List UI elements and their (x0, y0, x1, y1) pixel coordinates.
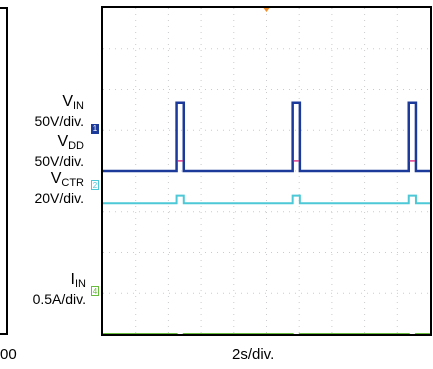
vctr-scale: 20V/div. (34, 190, 84, 206)
vctr-label: VCTR 20V/div. (14, 171, 84, 206)
channel-1-marker: 1 (91, 124, 99, 134)
waveform-plot (103, 8, 430, 356)
vin-label: VIN 50V/div. (14, 94, 84, 129)
iin-scale: 0.5A/div. (32, 291, 86, 307)
vdd-label: VDD 50V/div. (14, 134, 84, 169)
x-axis-label: 2s/div. (232, 346, 275, 363)
oscilloscope-screen (101, 6, 432, 356)
trace-vdd (103, 194, 430, 205)
trigger-marker (263, 8, 270, 12)
channel-2-marker: 2 (91, 180, 99, 190)
vdd-scale: 50V/div. (34, 153, 84, 169)
iin-label: IIN 0.5A/div. (0, 272, 86, 307)
channel-4-marker: 4 (91, 286, 99, 296)
left-tick-label: 00 (0, 346, 17, 363)
trace-vin (103, 101, 430, 173)
vin-scale: 50V/div. (34, 113, 84, 129)
adjacent-figure-edge (0, 7, 8, 335)
